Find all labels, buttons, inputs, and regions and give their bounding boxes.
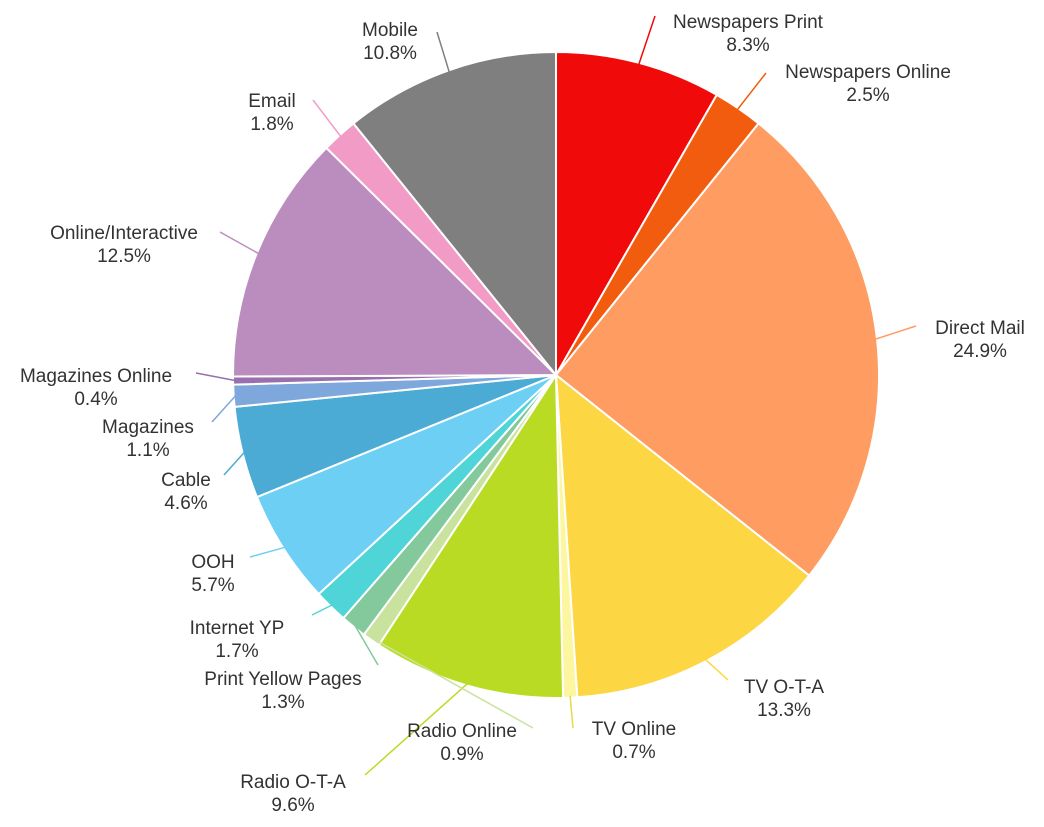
- slice-label-online-interactive: Online/Interactive: [50, 223, 198, 244]
- leader-line-tv-online: [569, 695, 574, 729]
- slice-label-internet-yp: Internet YP: [190, 618, 285, 639]
- slice-value-cable: 4.6%: [164, 493, 207, 514]
- leader-line-newspapers-print: [637, 15, 656, 66]
- slice-value-magazines-online: 0.4%: [74, 389, 117, 410]
- leader-line-magazines: [211, 395, 237, 423]
- slice-value-tv-online: 0.7%: [612, 742, 655, 763]
- slice-label-cable: Cable: [161, 470, 211, 491]
- leader-line-email: [312, 99, 342, 138]
- slice-label-radio-online: Radio Online: [407, 721, 517, 742]
- leader-line-newspapers-online: [736, 72, 767, 111]
- slice-value-mobile: 10.8%: [363, 43, 417, 64]
- slice-value-radio-o-t-a: 9.6%: [271, 795, 314, 816]
- slice-label-magazines: Magazines: [102, 417, 194, 438]
- leader-line-radio-online: [372, 637, 534, 729]
- slice-value-email: 1.8%: [250, 114, 293, 135]
- slice-label-newspapers-print: Newspapers Print: [673, 12, 824, 33]
- leader-line-direct-mail: [874, 325, 917, 341]
- slice-value-tv-o-t-a: 13.3%: [757, 700, 811, 721]
- slice-label-mobile: Mobile: [362, 20, 418, 41]
- leader-line-mobile: [436, 31, 451, 73]
- leader-line-radio-o-t-a: [364, 683, 468, 776]
- pie-slice-radio-o-t-a: [377, 371, 565, 699]
- slice-label-radio-o-t-a: Radio O-T-A: [240, 772, 346, 793]
- slice-label-magazines-online: Magazines Online: [20, 366, 172, 387]
- slice-value-newspapers-print: 8.3%: [726, 35, 769, 56]
- leader-line-cable: [223, 451, 245, 476]
- slice-value-online-interactive: 12.5%: [97, 246, 151, 267]
- slice-label-newspapers-online: Newspapers Online: [785, 62, 951, 83]
- slice-label-ooh: OOH: [191, 552, 234, 573]
- leader-line-internet-yp: [311, 604, 333, 616]
- slice-value-magazines: 1.1%: [126, 440, 169, 461]
- slice-label-tv-o-t-a: TV O-T-A: [744, 677, 825, 698]
- leader-line-online-interactive: [219, 231, 260, 255]
- leader-line-ooh: [249, 546, 286, 558]
- slice-value-internet-yp: 1.7%: [215, 641, 258, 662]
- slice-label-direct-mail: Direct Mail: [935, 318, 1025, 339]
- pie-slices: [231, 50, 880, 699]
- slice-label-email: Email: [248, 91, 296, 112]
- slice-label-print-yellow-pages: Print Yellow Pages: [204, 669, 361, 690]
- leader-line-magazines-online: [195, 372, 236, 382]
- slice-value-direct-mail: 24.9%: [953, 341, 1007, 362]
- leader-line-print-yellow-pages: [354, 624, 379, 666]
- slice-label-tv-online: TV Online: [592, 719, 676, 740]
- slice-value-print-yellow-pages: 1.3%: [261, 692, 304, 713]
- slice-value-ooh: 5.7%: [191, 575, 234, 596]
- slice-value-radio-online: 0.9%: [440, 744, 483, 765]
- leader-line-tv-o-t-a: [704, 658, 729, 681]
- slice-value-newspapers-online: 2.5%: [846, 85, 889, 106]
